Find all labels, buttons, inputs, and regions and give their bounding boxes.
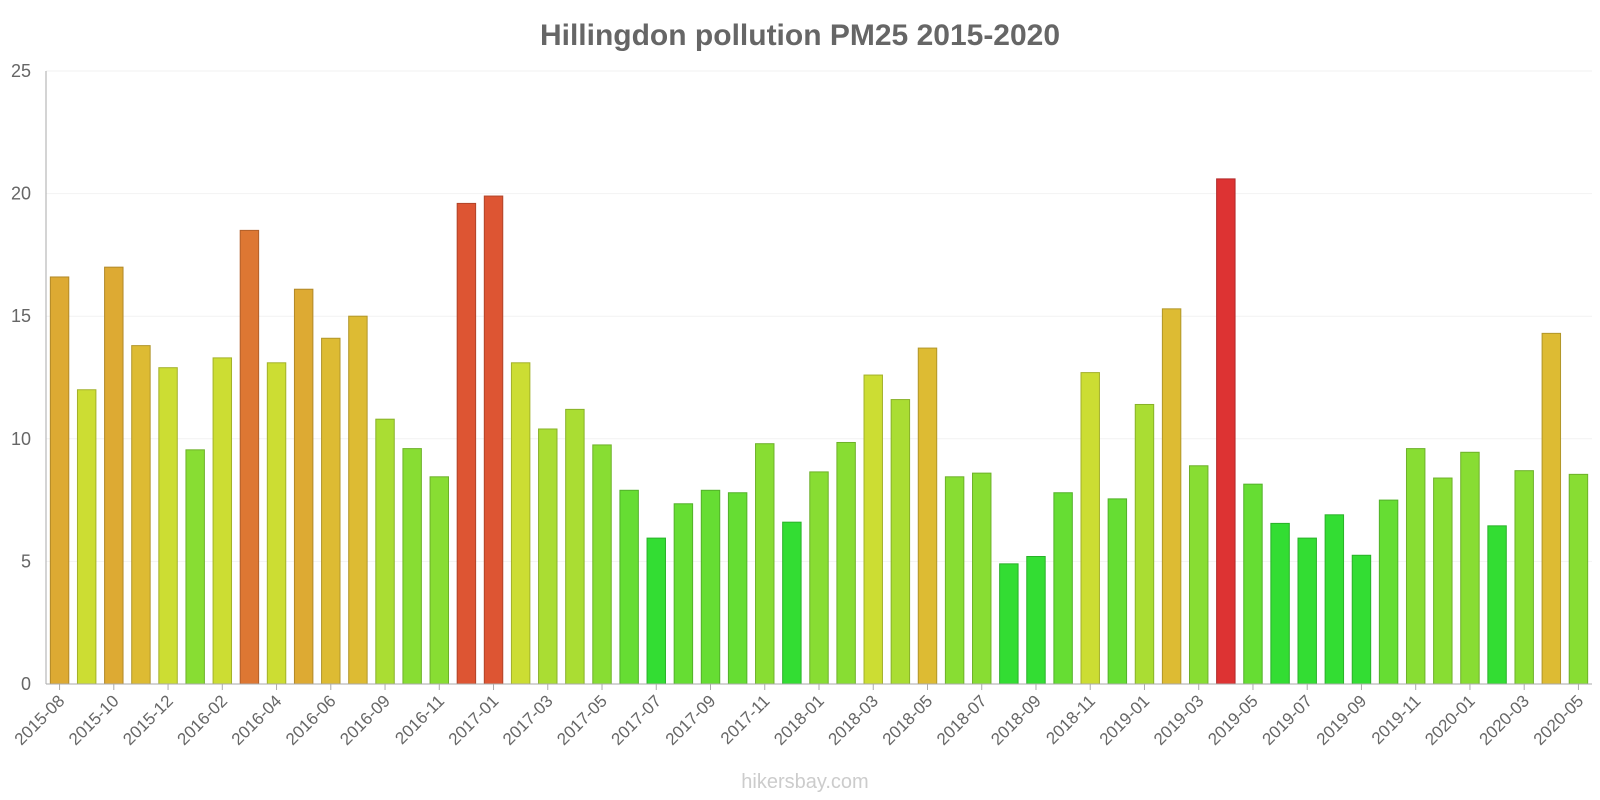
bar-2016-05 (293, 288, 314, 685)
bar-2016-06 (321, 337, 341, 685)
bar-2018-05 (917, 347, 938, 685)
bar-2016-07 (348, 315, 368, 685)
x-tick-label-2018-11: 2018-11 (1042, 691, 1099, 748)
watermark: hikersbay.com (741, 771, 868, 793)
bar-2016-11 (429, 476, 450, 685)
bar-2015-09 (76, 389, 97, 685)
bars (49, 178, 1589, 685)
bar-2017-02 (510, 362, 531, 685)
bar-2018-11 (1080, 372, 1100, 685)
bar-2017-07 (646, 537, 666, 685)
x-tick-label-2019-05: 2019-05 (1204, 691, 1262, 749)
x-tick-label-2015-12: 2015-12 (119, 691, 177, 749)
x-tick-label-2017-05: 2017-05 (553, 691, 611, 749)
x-tick-label-2015-10: 2015-10 (65, 691, 123, 749)
bar-2019-05 (1243, 483, 1263, 685)
bar-2017-06 (619, 489, 639, 685)
bar-2018-02 (836, 441, 856, 685)
bar-2019-12 (1433, 477, 1453, 685)
y-tick-label-5: 5 (21, 551, 31, 571)
bar-2018-12 (1107, 498, 1128, 685)
x-tick-label-2017-09: 2017-09 (662, 691, 720, 749)
bar-2017-03 (538, 428, 558, 685)
x-tick-label-2017-01: 2017-01 (445, 691, 503, 749)
bar-2015-12 (158, 367, 178, 685)
bar-2015-10 (104, 266, 124, 685)
bar-2020-04 (1541, 332, 1562, 685)
bar-2015-11 (131, 345, 151, 685)
x-tick-label-2018-01: 2018-01 (770, 691, 828, 749)
x-tick-label-2020-05: 2020-05 (1530, 691, 1588, 749)
chart-title: Hillingdon pollution PM25 2015-2020 (540, 19, 1060, 52)
bar-2019-01 (1134, 403, 1155, 685)
x-tick-label-2016-06: 2016-06 (282, 691, 340, 749)
bar-2017-11 (755, 443, 775, 685)
bar-2019-11 (1405, 448, 1426, 685)
bar-2016-03 (239, 229, 260, 685)
bar-2018-10 (1053, 492, 1073, 685)
bar-2016-10 (402, 448, 422, 685)
bar-2018-03 (863, 374, 883, 685)
bar-2018-04 (890, 399, 911, 685)
y-tick-label-0: 0 (21, 674, 31, 694)
bar-2019-09 (1351, 554, 1372, 685)
y-tick-label-10: 10 (11, 429, 31, 449)
bar-2019-06 (1270, 522, 1290, 685)
bar-2020-02 (1487, 525, 1507, 685)
y-tick-label-20: 20 (11, 184, 31, 204)
bar-2018-09 (1026, 555, 1046, 685)
bar-2019-07 (1297, 537, 1317, 685)
bar-2020-03 (1514, 470, 1534, 685)
x-tick-label-2018-09: 2018-09 (987, 691, 1045, 749)
bar-2017-08 (673, 503, 694, 685)
x-tick-label-2016-09: 2016-09 (336, 691, 394, 749)
y-tick-label-25: 25 (11, 61, 31, 81)
y-tick-label-15: 15 (11, 306, 31, 326)
bar-2018-07 (972, 472, 992, 685)
bar-2018-01 (809, 471, 829, 685)
x-tick-label-2016-04: 2016-04 (228, 691, 286, 749)
x-tick-label-2019-11: 2019-11 (1368, 691, 1425, 748)
bar-2020-05 (1568, 473, 1589, 685)
y-axis-ticks: 0 5 10 15 20 25 (11, 61, 31, 694)
bar-2019-04 (1216, 178, 1236, 685)
x-tick-label-2015-08: 2015-08 (11, 691, 69, 749)
bar-2016-02 (212, 357, 233, 685)
bar-2017-05 (592, 444, 612, 685)
x-tick-label-2019-07: 2019-07 (1258, 691, 1316, 749)
x-tick-label-2020-01: 2020-01 (1421, 691, 1479, 749)
bar-2020-01 (1460, 451, 1480, 685)
x-tick-label-2016-02: 2016-02 (174, 691, 232, 749)
x-tick-label-2017-03: 2017-03 (499, 691, 557, 749)
bar-2015-08 (49, 276, 70, 685)
x-tick-label-2018-03: 2018-03 (825, 691, 883, 749)
bar-2016-12 (456, 202, 477, 685)
bar-2016-01 (185, 449, 205, 685)
bar-2017-04 (565, 408, 585, 685)
bar-2018-08 (999, 563, 1019, 685)
x-tick-label-2019-09: 2019-09 (1313, 691, 1371, 749)
bar-2019-03 (1188, 465, 1209, 685)
bar-2018-06 (944, 476, 965, 685)
bar-2019-02 (1161, 308, 1182, 685)
x-tick-label-2019-01: 2019-01 (1096, 691, 1154, 749)
x-tick-label-2018-05: 2018-05 (879, 691, 937, 749)
x-tick-label-2019-03: 2019-03 (1150, 691, 1208, 749)
x-tick-label-2017-07: 2017-07 (608, 691, 666, 749)
x-tick-label-2017-11: 2017-11 (717, 691, 774, 748)
x-tick-label-2018-07: 2018-07 (933, 691, 991, 749)
x-axis-ticks: 2015-082015-102015-122016-022016-042016-… (11, 684, 1587, 749)
bar-2017-09 (700, 489, 721, 685)
bar-2017-12 (782, 521, 802, 685)
bar-2016-04 (266, 362, 287, 685)
x-tick-label-2020-03: 2020-03 (1475, 691, 1533, 749)
bar-2017-10 (727, 492, 748, 685)
bar-2017-01 (483, 195, 504, 685)
bar-2019-08 (1324, 514, 1345, 685)
bar-2019-10 (1378, 499, 1399, 685)
bar-2016-09 (375, 418, 395, 685)
x-tick-label-2016-11: 2016-11 (391, 691, 448, 748)
